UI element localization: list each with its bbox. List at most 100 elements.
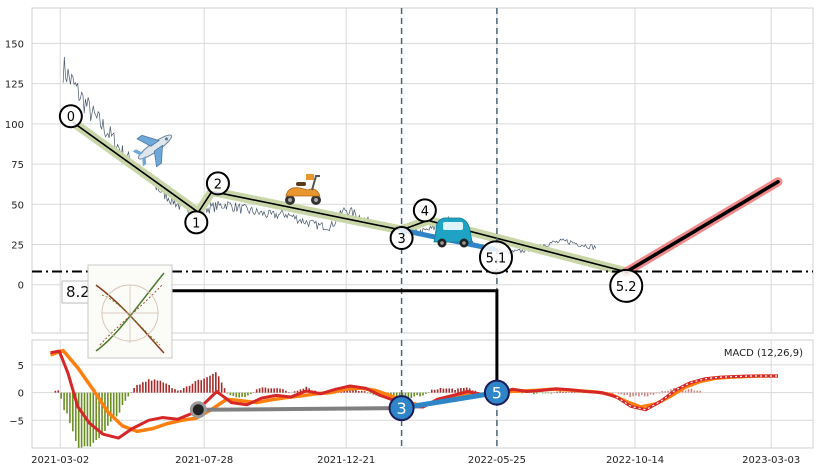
macd-hist-bar [413, 393, 415, 397]
macd-hist-bar [241, 393, 243, 397]
macd-hist-bar [556, 392, 558, 393]
macd-hist-bar [559, 391, 561, 392]
macd-hist-bar [285, 391, 287, 393]
macd-hist-bar [685, 391, 687, 393]
price-y-tick-label: 100 [5, 120, 24, 131]
macd-hist-bar [127, 393, 129, 397]
macd-hist-bar [647, 393, 649, 397]
macd-hist-bar [565, 392, 567, 393]
macd-hist-bar [294, 391, 296, 392]
macd-hist-bar [203, 379, 205, 393]
macd-hist-bar [644, 393, 646, 397]
macd-hist-bar [364, 391, 366, 392]
macd-hist-bar [151, 381, 153, 393]
macd-hist-bar [122, 393, 124, 405]
macd-hist-bar [650, 393, 652, 395]
macd-hist-bar [536, 393, 538, 394]
macd-hist-bar [60, 393, 62, 399]
x-tick-label: 2021-03-02 [31, 455, 89, 466]
macd-hist-bar [136, 385, 138, 393]
hline-label-text: 8.2 [66, 283, 90, 301]
macd-hist-bar [451, 389, 453, 393]
macd-hist-bar [361, 391, 363, 393]
macd-hist-bar [154, 379, 156, 392]
macd-hist-bar [95, 393, 97, 440]
chart-thumbnail-icon [88, 265, 172, 358]
macd-hist-bar [422, 393, 424, 396]
macd-hist-bar [661, 391, 663, 393]
macd-hist-bar [282, 389, 284, 392]
macd-hist-bar [63, 393, 65, 410]
macd-hist-bar [664, 391, 666, 392]
macd-y-ticks: −505 [9, 361, 24, 427]
macd-wave-marker [191, 403, 205, 417]
wave-label: 5.1 [486, 251, 507, 266]
macd-hist-bar [221, 383, 223, 393]
macd-hist-bar [694, 391, 696, 393]
macd-hist-bar [626, 393, 628, 395]
macd-hist-bar [454, 390, 456, 393]
macd-y-tick-label: −5 [9, 416, 24, 427]
x-tick-label: 2023-03-03 [742, 455, 800, 466]
macd-hist-bar [160, 381, 162, 393]
macd-hist-bar [629, 393, 631, 397]
macd-hist-bar [437, 389, 439, 392]
macd-hist-bar [157, 380, 159, 392]
macd-hist-bar [104, 393, 106, 431]
macd-hist-bar [624, 393, 626, 396]
macd-hist-bar [408, 393, 410, 398]
price-y-tick-label: 125 [5, 80, 24, 91]
macd-hist-bar [69, 393, 71, 424]
macd-hist-bar [265, 388, 267, 393]
macd-hist-bar [548, 393, 550, 394]
macd-hist-bar [358, 391, 360, 393]
macd-hist-bar [691, 389, 693, 393]
x-tick-label: 2021-07-28 [175, 455, 233, 466]
macd-hist-bar [125, 393, 127, 401]
macd-hist-bar [230, 393, 232, 396]
macd-hist-bar [416, 393, 418, 395]
macd-hist-bar [195, 381, 197, 393]
macd-hist-bar [268, 388, 270, 392]
macd-hist-bar [174, 389, 176, 393]
macd-hist-bar [55, 391, 57, 393]
macd-hist-bar [90, 393, 92, 447]
macd-hist-bar [621, 393, 623, 395]
macd-hist-bar [688, 389, 690, 393]
macd-hist-bar [200, 380, 202, 392]
macd-hist-bar [139, 384, 141, 392]
macd-hist-bar [551, 393, 553, 394]
macd-hist-bar [244, 393, 246, 397]
x-tick-label: 2022-10-14 [606, 455, 664, 466]
macd-hist-bar [667, 391, 669, 393]
macd-hist-bar [218, 376, 220, 392]
macd-hist-bar [189, 386, 191, 393]
macd-hist-bar [370, 393, 372, 394]
macd-hist-bar [177, 390, 179, 392]
macd-hist-bar [92, 393, 94, 443]
price-y-tick-label: 0 [18, 281, 24, 292]
price-y-tick-label: 150 [5, 39, 24, 50]
macd-hist-bar [434, 390, 436, 393]
macd-hist-bar [419, 393, 421, 397]
macd-hist-bar [562, 392, 564, 393]
macd-hist-bar [448, 388, 450, 392]
wave-label: 5.2 [616, 280, 637, 295]
macd-hist-bar [198, 380, 200, 393]
macd-hist-bar [183, 388, 185, 393]
macd-hist-bar [367, 393, 369, 394]
macd-hist-bar [638, 393, 640, 397]
macd-hist-bar [101, 393, 103, 435]
macd-hist-bar [235, 393, 237, 398]
macd-hist-bar [78, 393, 80, 448]
macd-hist-bar [186, 386, 188, 392]
macd-hist-bar [233, 393, 235, 396]
macd-hist-bar [521, 393, 523, 394]
macd-hist-bar [411, 393, 413, 398]
macd-hist-bar [165, 384, 167, 393]
macd-hist-bar [618, 393, 620, 394]
